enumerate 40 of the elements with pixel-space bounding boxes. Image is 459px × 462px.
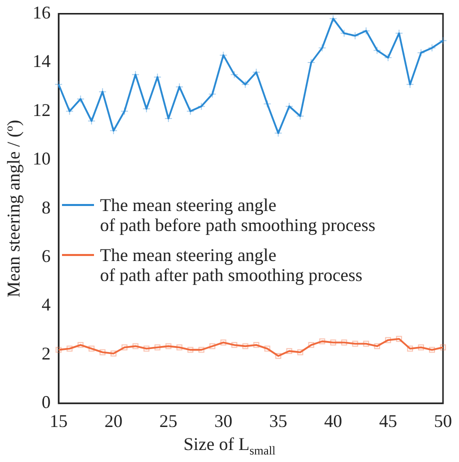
y-tick-label: 10 [32, 148, 51, 169]
point [252, 68, 260, 76]
x-tick-label: 50 [434, 410, 452, 431]
x-tick-label: 30 [214, 410, 232, 431]
point [110, 350, 116, 356]
point [197, 102, 206, 110]
point [351, 32, 360, 40]
y-tick-label: 6 [42, 246, 51, 266]
point [318, 44, 326, 52]
y-tick-label: 8 [42, 197, 51, 218]
x-tick-label: 45 [379, 410, 398, 431]
point [362, 26, 370, 35]
y-tick-label: 12 [32, 100, 51, 120]
x-tick-label: 40 [324, 410, 342, 431]
y-axis-title: Mean steering angle / (º) [4, 120, 24, 298]
point [76, 95, 85, 104]
point [373, 46, 382, 54]
point [307, 58, 316, 66]
x-tick-label: 35 [269, 410, 288, 431]
x-axis-title: Size of L$_{small}$ [182, 434, 276, 459]
point [428, 44, 436, 52]
point [417, 48, 426, 57]
x-tick-label: 20 [104, 410, 123, 431]
legend-label: The mean steering angle of path after path smoothing process [100, 245, 362, 285]
point [88, 346, 95, 352]
y-tick-label: 14 [32, 51, 51, 72]
point [208, 90, 216, 98]
point [340, 29, 348, 38]
point [219, 51, 228, 60]
point [285, 102, 294, 110]
point [230, 70, 238, 79]
legend-label: The mean steering angle of path before path smoothing process [100, 195, 376, 235]
x-tick-label: 25 [159, 410, 178, 431]
y-tick-label: 0 [42, 392, 51, 412]
x-tick-label: 15 [50, 410, 68, 431]
y-tick-label: 2 [42, 343, 51, 364]
y-tick-label: 16 [32, 2, 51, 23]
y-tick-label: 4 [42, 294, 51, 315]
point [241, 80, 250, 88]
point [329, 14, 338, 23]
